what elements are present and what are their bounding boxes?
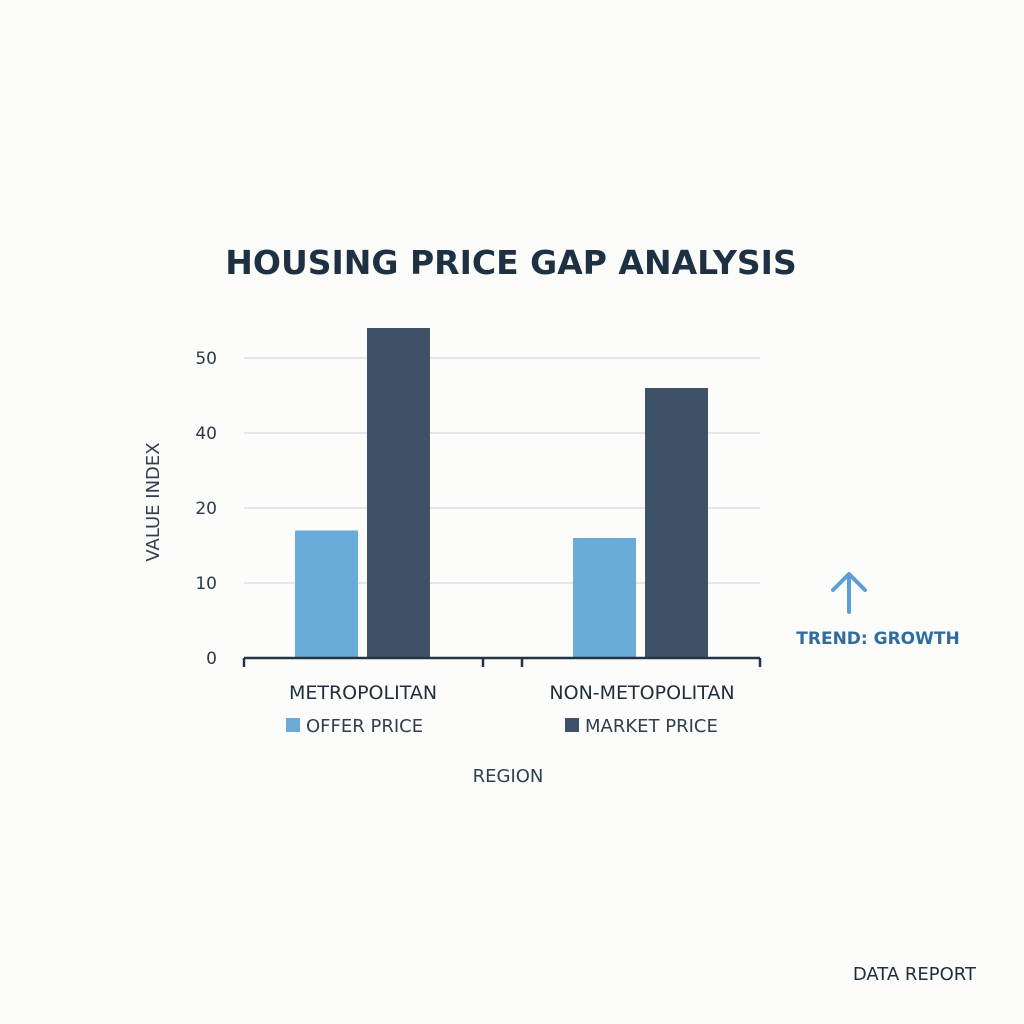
y-axis-label: VALUE INDEX: [143, 442, 164, 561]
y-tick-label: 0: [206, 649, 217, 669]
y-tick-labels: 0 10 20 40 50: [195, 349, 217, 669]
bar-offer-price-metropolitan: [295, 530, 358, 658]
chart-title: HOUSING PRICE GAP ANALYSIS: [225, 243, 796, 282]
x-axis-label: REGION: [473, 766, 544, 787]
legend-swatch-market-price: [565, 718, 579, 732]
x-axis: [242, 656, 762, 667]
y-tick-label: 20: [195, 499, 217, 519]
footer-data-report: DATA REPORT: [853, 964, 977, 985]
legend-swatch-offer-price: [286, 718, 300, 732]
legend-label-offer-price: OFFER PRICE: [306, 716, 423, 737]
y-tick-label: 10: [195, 574, 217, 594]
bar-market-price-non-metropolitan: [645, 388, 708, 658]
bar-offer-price-non-metropolitan: [573, 538, 636, 658]
y-tick-label: 40: [195, 424, 217, 444]
up-arrow-icon: [831, 572, 867, 614]
category-label-metropolitan: METROPOLITAN: [289, 682, 437, 704]
category-label-non-metropolitan: NON-METOPOLITAN: [549, 682, 734, 704]
legend-label-market-price: MARKET PRICE: [585, 716, 718, 737]
trend-annotation: TREND: GROWTH: [796, 629, 959, 649]
y-tick-label: 50: [195, 349, 217, 369]
bar-market-price-metropolitan: [367, 328, 430, 658]
bars: [295, 328, 708, 658]
